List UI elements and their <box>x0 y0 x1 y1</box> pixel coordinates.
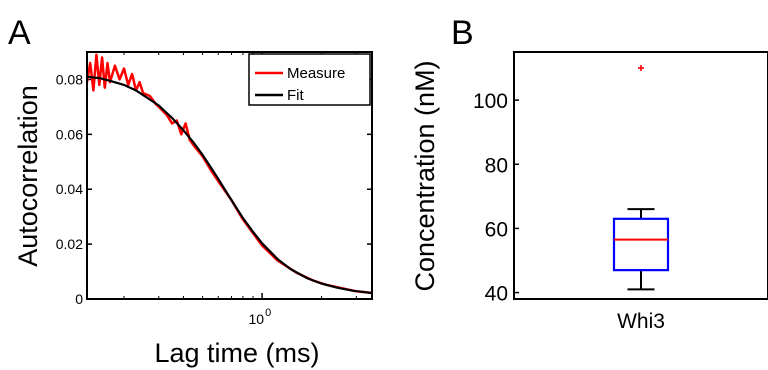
y-tick-label: 80 <box>485 154 508 177</box>
series-line-measure <box>85 53 373 295</box>
panel-b: B Concentration (nM) 40 60 80 100 Whi3 <box>410 14 768 333</box>
panel-b-axes-box <box>513 51 768 300</box>
legend-label-fit: Fit <box>287 87 304 104</box>
x-tick-exponent: 0 <box>265 307 271 319</box>
y-tick-label: 0 <box>75 291 83 307</box>
series-line-fit <box>86 75 373 295</box>
x-tick-label: Whi3 <box>617 310 665 333</box>
legend-label-measure: Measure <box>287 65 345 82</box>
panel-b-ylabel: Concentration (nM) <box>410 60 440 291</box>
panel-b-x-ticks: Whi3 <box>617 310 665 333</box>
y-tick-label: 0.08 <box>56 71 83 87</box>
panel-a: A Autocorrelation Lag time (ms) 0 0.02 0.0… <box>8 14 373 368</box>
panel-a-plot-area <box>85 53 373 295</box>
panel-b-plot-area <box>612 65 670 291</box>
x-tick-label: 10 <box>249 311 265 327</box>
panel-a-y-ticks: 0 0.02 0.04 0.06 0.08 <box>56 71 372 307</box>
iqr-box <box>612 217 670 272</box>
panel-a-xlabel: Lag time (ms) <box>154 338 319 368</box>
y-tick-label: 0.02 <box>56 236 83 252</box>
legend-box <box>248 53 371 106</box>
outlier-marker <box>638 65 644 72</box>
panel-b-y-ticks: 40 60 80 100 <box>473 90 519 306</box>
y-tick-label: 0.06 <box>56 126 83 142</box>
y-tick-label: 0.04 <box>56 181 83 197</box>
panel-a-legend: Measure Fit <box>248 53 371 106</box>
panel-b-letter: B <box>451 14 474 52</box>
panel-a-axes-box <box>86 51 373 300</box>
y-tick-label: 100 <box>473 90 508 113</box>
panel-a-letter: A <box>8 14 31 52</box>
y-tick-label: 40 <box>485 283 508 306</box>
panel-a-ylabel: Autocorrelation <box>13 85 43 267</box>
y-tick-label: 60 <box>485 218 508 241</box>
